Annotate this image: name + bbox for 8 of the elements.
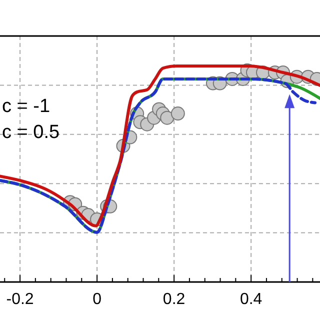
x-tick-label: 0.2 [162,291,186,308]
x-tick-label: -0.2 [6,291,34,308]
point [160,110,174,125]
point [170,106,185,121]
annotation: c = -1 [2,96,50,117]
x-tick-label: 0.4 [240,291,262,308]
x-tick-label: 0 [92,291,102,308]
annotation: c = 0.5 [2,122,60,143]
